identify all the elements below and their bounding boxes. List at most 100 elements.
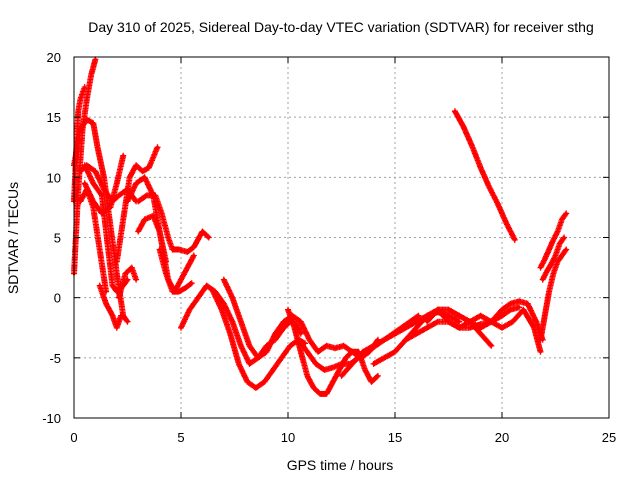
y-tick-label: -10 [42,411,61,426]
series-arc-26 [537,210,570,271]
data-point [361,350,365,354]
data-point [115,290,119,294]
data-point [117,193,121,197]
data-point [153,193,157,197]
series-arc-25 [451,108,518,243]
data-point [254,386,258,390]
data-point [539,266,543,270]
series-arc-12 [135,192,212,255]
data-point [534,320,538,324]
data-point [155,145,159,149]
data-point [333,346,337,350]
data-point [126,320,129,324]
data-point [108,223,112,227]
data-point [461,125,465,129]
data-point [115,260,119,264]
data-point [78,97,82,101]
data-point [271,368,275,372]
data-point [369,380,373,384]
data-point [417,314,421,318]
data-point [521,308,525,312]
data-point [564,211,568,215]
series-arc-28 [539,234,568,283]
data-point [305,350,309,354]
data-point [500,314,504,318]
data-point [489,344,493,348]
data-point [305,374,309,378]
data-point [509,308,513,312]
data-point [457,320,461,324]
data-point [220,308,224,312]
data-point [541,278,545,282]
data-point [145,193,149,197]
y-tick-label: 5 [54,231,61,246]
data-point [222,302,226,306]
data-point [91,121,95,125]
data-point [102,175,106,179]
data-point [190,281,194,285]
x-tick-label: 20 [495,430,509,445]
data-point [78,127,82,131]
data-point [425,326,429,330]
data-point [425,314,429,318]
data-point [543,257,547,261]
data-point [170,290,174,294]
data-point [496,202,500,206]
series-arc-8 [96,282,125,331]
data-point [177,248,181,252]
data-point [211,290,215,294]
data-point [554,254,557,258]
data-point [543,314,547,318]
data-point [350,350,354,354]
data-point [247,362,251,366]
data-point [425,320,429,324]
data-point [83,85,87,89]
data-point [393,332,397,336]
data-point [382,356,386,360]
data-point [547,248,551,252]
data-point [83,163,87,167]
data-point [164,272,168,276]
data-point [299,350,303,354]
data-point [98,248,102,252]
data-point [489,320,493,324]
data-point [147,166,151,170]
data-point [121,154,125,158]
data-point [91,181,95,185]
data-point [207,236,211,239]
data-point [128,175,132,179]
data-point [288,344,292,348]
data-point [337,368,341,372]
data-point [134,278,138,282]
data-point [78,199,82,203]
data-point [436,308,440,312]
data-point [468,320,472,324]
data-point [340,362,343,366]
data-point [265,350,269,354]
data-point [192,245,196,249]
data-point [372,344,376,348]
data-point [158,229,162,233]
data-point [170,248,174,252]
data-point [414,326,418,330]
data-point [123,272,127,276]
data-point [526,302,530,306]
data-point [273,332,277,336]
data-point [177,290,181,294]
series-markers [135,192,212,255]
data-point [280,356,284,360]
data-point [111,314,115,318]
series-arc-20 [338,309,463,379]
data-point [119,314,123,318]
x-tick-label: 5 [177,430,184,445]
data-point [457,314,461,318]
data-point [340,374,343,378]
data-point [230,320,234,324]
data-point [115,181,119,185]
data-point [134,163,138,167]
data-point [470,144,474,148]
data-point [192,254,196,258]
data-point [468,326,472,330]
data-point [76,109,80,113]
